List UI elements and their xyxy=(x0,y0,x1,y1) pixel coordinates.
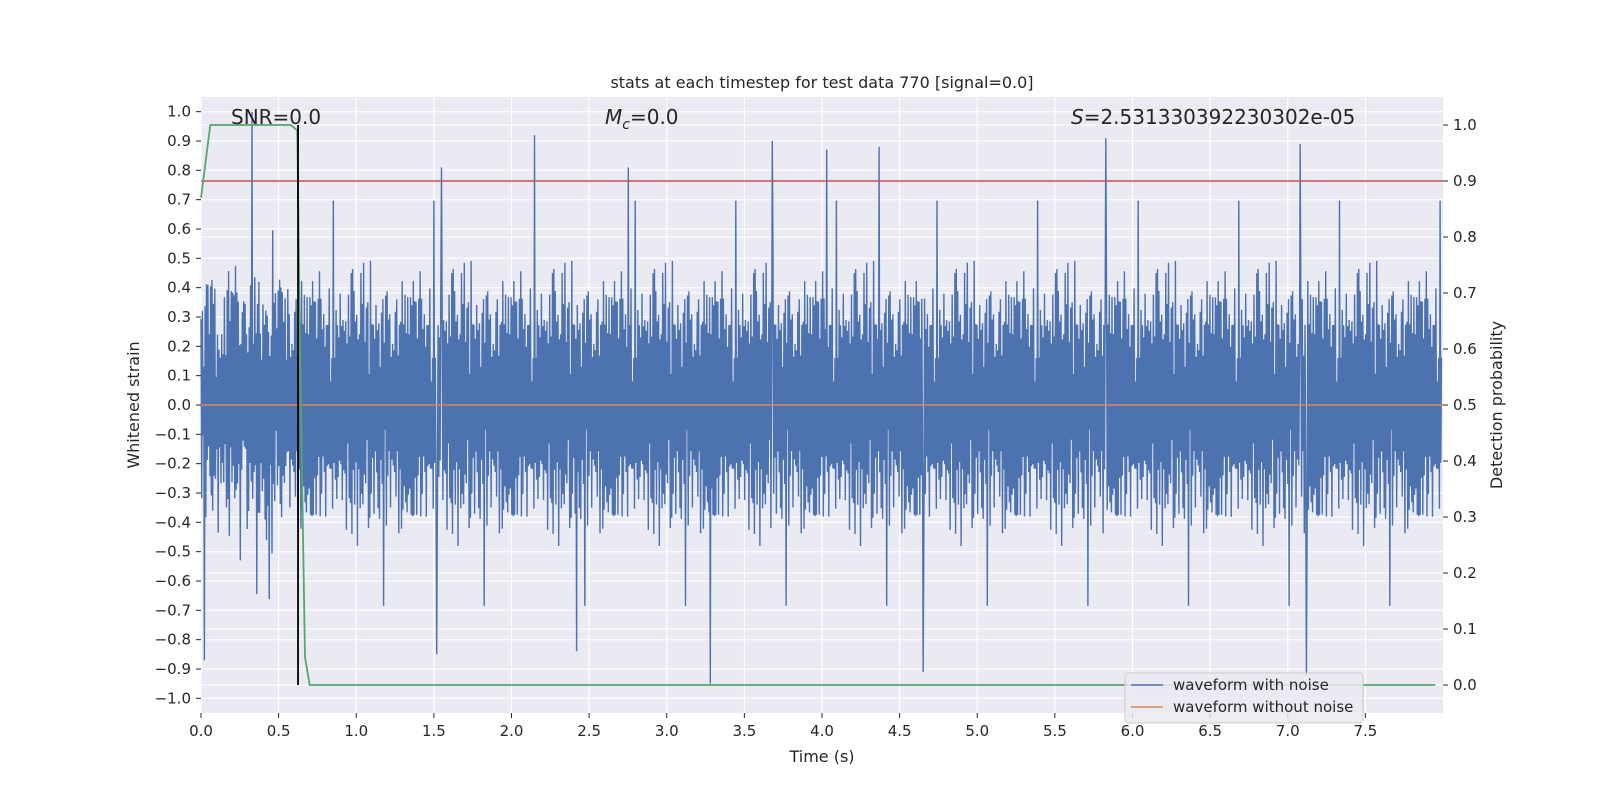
noise-waveform-series xyxy=(200,111,1443,684)
left-y-tick-label: −0.9 xyxy=(155,660,191,678)
left-y-tick-label: −0.4 xyxy=(155,513,191,531)
chirp-mass-value: =0.0 xyxy=(630,105,679,129)
chirp-mass-symbol: M xyxy=(605,105,622,129)
left-y-tick-label: −0.6 xyxy=(155,572,191,590)
legend-label-noise: waveform with noise xyxy=(1173,676,1329,694)
right-y-tick-label: 0.8 xyxy=(1453,228,1477,246)
left-y-tick-label: 0.7 xyxy=(167,191,191,209)
legend: waveform with noise waveform without noi… xyxy=(1124,672,1364,724)
left-y-tick-label: 0.6 xyxy=(167,220,191,238)
left-y-tick-labels: 1.0 0.9 0.8 0.7 0.6 0.5 0.4 0.3 0.2 0.1 0.0 −0.1 −0.… xyxy=(155,103,201,707)
x-tick-label: 6.0 xyxy=(1121,722,1145,740)
chart-title: stats at each timestep for test data 770… xyxy=(610,73,1033,92)
noise-waveform-line xyxy=(200,111,1443,684)
right-y-tick-label: 0.2 xyxy=(1453,564,1477,582)
left-y-tick-label: 0.4 xyxy=(167,279,191,297)
x-tick-label: 3.0 xyxy=(655,722,679,740)
chirp-mass-subscript: c xyxy=(622,117,630,133)
legend-label-clean: waveform without noise xyxy=(1173,698,1353,716)
x-tick-label: 1.5 xyxy=(422,722,446,740)
left-y-tick-label: −0.3 xyxy=(155,484,191,502)
right-y-tick-label: 0.9 xyxy=(1453,172,1477,190)
right-y-tick-label: 1.0 xyxy=(1453,116,1477,134)
x-tick-label: 5.5 xyxy=(1043,722,1067,740)
left-y-tick-label: 0.1 xyxy=(167,367,191,385)
left-y-tick-label: 0.0 xyxy=(167,396,191,414)
s-annotation: S=2.531330392230302e-05 xyxy=(1071,105,1355,129)
left-y-tick-label: 0.8 xyxy=(167,161,191,179)
s-symbol: S xyxy=(1071,105,1084,129)
left-y-tick-label: −0.8 xyxy=(155,631,191,649)
right-y-tick-label: 0.6 xyxy=(1453,340,1477,358)
x-tick-label: 7.5 xyxy=(1353,722,1377,740)
left-y-tick-label: −0.5 xyxy=(155,543,191,561)
left-y-tick-label: 0.2 xyxy=(167,337,191,355)
right-y-tick-label: 0.1 xyxy=(1453,620,1477,638)
x-tick-label: 0.0 xyxy=(189,722,213,740)
x-tick-labels: 0.0 0.5 1.0 1.5 2.0 2.5 3.0 3.5 4.0 4.5 5.0 5.5 6.0 6… xyxy=(189,713,1377,740)
x-tick-label: 6.5 xyxy=(1198,722,1222,740)
legend-box xyxy=(1124,672,1364,724)
x-tick-label: 7.0 xyxy=(1276,722,1300,740)
left-y-tick-label: 0.5 xyxy=(167,249,191,267)
right-y-tick-label: 0.0 xyxy=(1453,676,1477,694)
left-y-tick-label: −0.7 xyxy=(155,601,191,619)
snr-annotation: SNR=0.0 xyxy=(231,105,321,129)
x-tick-label: 1.0 xyxy=(344,722,368,740)
left-y-axis-label: Whitened strain xyxy=(124,341,143,468)
x-tick-label: 2.0 xyxy=(500,722,524,740)
right-y-tick-label: 0.3 xyxy=(1453,508,1477,526)
x-tick-label: 3.5 xyxy=(732,722,756,740)
left-y-tick-label: 0.9 xyxy=(167,132,191,150)
chirp-mass-annotation: Mc=0.0 xyxy=(605,105,679,133)
s-value: =2.531330392230302e-05 xyxy=(1084,105,1356,129)
x-tick-label: 5.0 xyxy=(965,722,989,740)
right-y-axis-label: Detection probability xyxy=(1487,321,1506,489)
left-y-tick-label: −0.2 xyxy=(155,455,191,473)
right-y-tick-label: 0.7 xyxy=(1453,284,1477,302)
x-tick-label: 2.5 xyxy=(577,722,601,740)
right-y-tick-labels: 1.0 0.9 0.8 0.7 0.6 0.5 0.4 0.3 0.2 0.1 0.0 xyxy=(1443,116,1477,694)
right-y-tick-label: 0.4 xyxy=(1453,452,1477,470)
left-y-tick-label: 1.0 xyxy=(167,103,191,121)
x-tick-label: 4.5 xyxy=(888,722,912,740)
right-y-tick-label: 0.5 xyxy=(1453,396,1477,414)
x-tick-label: 4.0 xyxy=(810,722,834,740)
x-axis-label: Time (s) xyxy=(788,747,854,766)
left-y-tick-label: −1.0 xyxy=(155,689,191,707)
left-y-tick-label: −0.1 xyxy=(155,425,191,443)
left-y-tick-label: 0.3 xyxy=(167,308,191,326)
x-tick-label: 0.5 xyxy=(267,722,291,740)
